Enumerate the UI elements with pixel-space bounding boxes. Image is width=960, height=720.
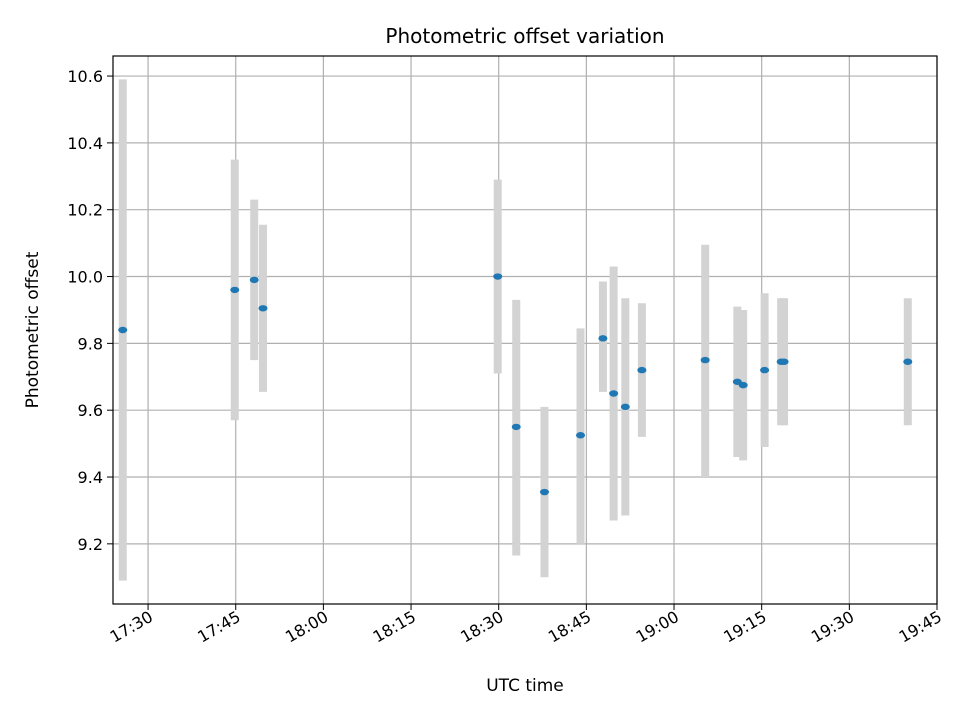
plot-frame <box>112 55 938 605</box>
data-point <box>700 356 710 364</box>
y-tick-label: 10.2 <box>67 201 103 220</box>
data-point <box>738 381 748 389</box>
data-point <box>230 286 240 294</box>
y-tick-label: 9.4 <box>78 468 103 487</box>
data-point <box>620 403 630 411</box>
chart-title: Photometric offset variation <box>385 24 664 48</box>
y-tick-label: 10.6 <box>67 67 103 86</box>
y-tick-label: 10.4 <box>67 134 103 153</box>
y-tick-label: 9.6 <box>78 401 103 420</box>
data-point <box>598 335 608 342</box>
data-point <box>609 390 619 397</box>
y-axis-label: Photometric offset <box>23 251 43 408</box>
data-point <box>249 276 259 284</box>
markers <box>118 273 913 496</box>
data-point <box>903 358 913 365</box>
x-axis-label: UTC time <box>486 676 564 696</box>
data-point <box>258 305 268 312</box>
y-tick-label: 9.8 <box>78 334 103 353</box>
data-point <box>118 326 128 334</box>
data-point <box>511 423 521 431</box>
data-point <box>493 273 503 280</box>
y-tick-label: 9.2 <box>78 535 103 554</box>
data-point <box>539 488 549 496</box>
y-axis-ticks: 9.2 9.4 9.6 9.8 10.0 10.2 10.4 10.6 <box>67 67 113 554</box>
data-point <box>779 358 789 365</box>
data-point <box>637 366 647 374</box>
data-point <box>760 366 770 374</box>
y-tick-label: 10.0 <box>67 268 103 287</box>
data-point <box>576 432 586 439</box>
